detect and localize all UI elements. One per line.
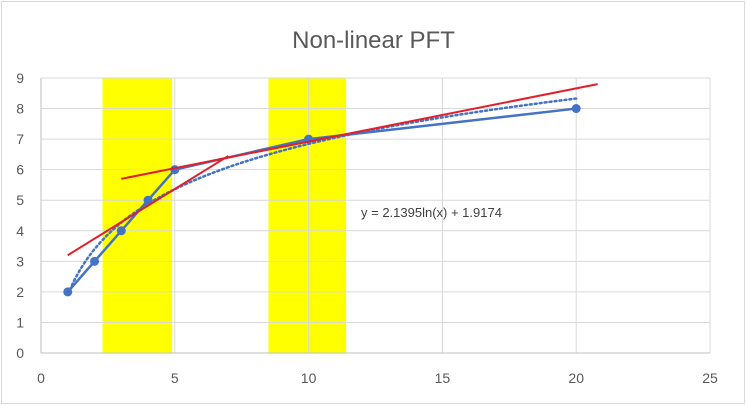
x-tick-label: 10 bbox=[301, 370, 317, 386]
tangent-lines bbox=[67, 83, 598, 257]
y-tick-label: 0 bbox=[16, 345, 24, 361]
highlight-bands bbox=[102, 78, 347, 353]
tangent-line-1 bbox=[67, 155, 229, 257]
y-tick-label: 8 bbox=[16, 101, 24, 117]
y-tick-label: 4 bbox=[16, 223, 24, 239]
x-tick-label: 0 bbox=[37, 370, 45, 386]
x-tick-label: 15 bbox=[435, 370, 451, 386]
y-tick-label: 3 bbox=[16, 253, 24, 269]
data-point bbox=[571, 104, 581, 114]
highlight-band-2 bbox=[268, 78, 347, 353]
data-point bbox=[116, 226, 126, 236]
y-tick-label: 9 bbox=[16, 70, 24, 86]
y-tick-label: 2 bbox=[16, 284, 24, 300]
tick-labels: 0 1 2 3 4 5 6 7 8 9 0 5 10 15 20 25 bbox=[16, 70, 718, 386]
annotations: y = 2.1395ln(x) + 1.9174 bbox=[361, 205, 502, 220]
y-tick-label: 7 bbox=[16, 131, 24, 147]
y-tick-label: 5 bbox=[16, 192, 24, 208]
data-point bbox=[90, 256, 100, 266]
tangent-line-2 bbox=[121, 83, 598, 180]
trendline-equation: y = 2.1395ln(x) + 1.9174 bbox=[361, 205, 502, 220]
axes bbox=[40, 78, 710, 354]
highlight-band-1 bbox=[102, 78, 173, 353]
x-tick-label: 25 bbox=[702, 370, 718, 386]
y-tick-label: 1 bbox=[16, 314, 24, 330]
chart-title: Non-linear PFT bbox=[292, 27, 455, 54]
gridlines bbox=[41, 77, 711, 353]
log-trendline bbox=[66, 97, 578, 296]
y-tick-label: 6 bbox=[16, 162, 24, 178]
x-tick-label: 5 bbox=[171, 370, 179, 386]
x-tick-label: 20 bbox=[568, 370, 584, 386]
trendline-group bbox=[66, 97, 578, 296]
